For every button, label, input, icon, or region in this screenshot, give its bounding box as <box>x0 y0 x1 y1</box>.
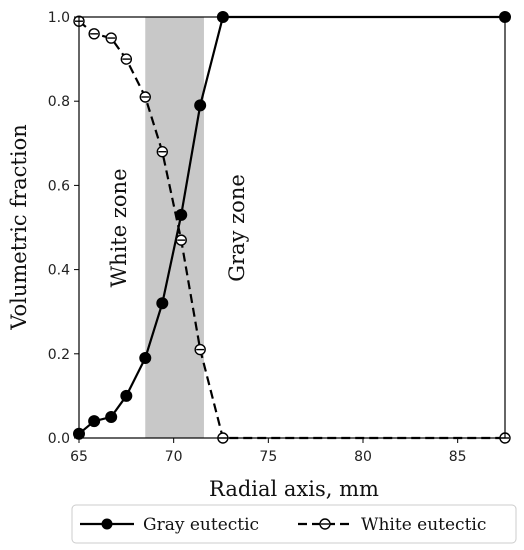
legend-label: White eutectic <box>361 515 486 535</box>
x-tick-label: 65 <box>70 449 88 465</box>
data-point <box>156 297 169 310</box>
data-point <box>194 99 207 112</box>
data-point <box>105 410 118 423</box>
legend-marker <box>101 518 113 530</box>
annotation-gray-zone: Gray zone <box>225 174 249 282</box>
legend-box <box>71 504 517 544</box>
data-point <box>120 389 133 402</box>
series-line-0 <box>78 15 505 435</box>
y-tick-label: 1.0 <box>48 10 70 26</box>
y-axis-title: Volumetric fraction <box>7 124 31 331</box>
x-tick-label: 85 <box>449 449 467 465</box>
y-tick-label: 0.8 <box>48 94 70 110</box>
x-tick-label: 70 <box>165 449 183 465</box>
annotation-white-zone: White zone <box>107 168 131 287</box>
x-axis-title: Radial axis, mm <box>209 477 379 501</box>
y-tick-label: 0.6 <box>48 178 70 194</box>
plot-area: 65 70 75 80 85 0.0 0.2 0.4 0.6 0.8 1.0 <box>48 10 511 465</box>
legend: Gray eutectic White eutectic <box>71 504 517 544</box>
y-tick-label: 0.0 <box>48 431 70 447</box>
legend-label: Gray eutectic <box>143 515 259 535</box>
x-tick-label: 75 <box>259 449 277 465</box>
series-line-1 <box>78 20 505 440</box>
data-point <box>139 352 152 365</box>
y-tick-label: 0.4 <box>48 263 70 279</box>
data-point <box>88 415 101 428</box>
data-point <box>175 208 188 221</box>
shaded-region <box>145 17 204 438</box>
x-tick-label: 80 <box>354 449 372 465</box>
axes-frame <box>78 16 506 439</box>
y-tick-label: 0.2 <box>48 347 70 363</box>
